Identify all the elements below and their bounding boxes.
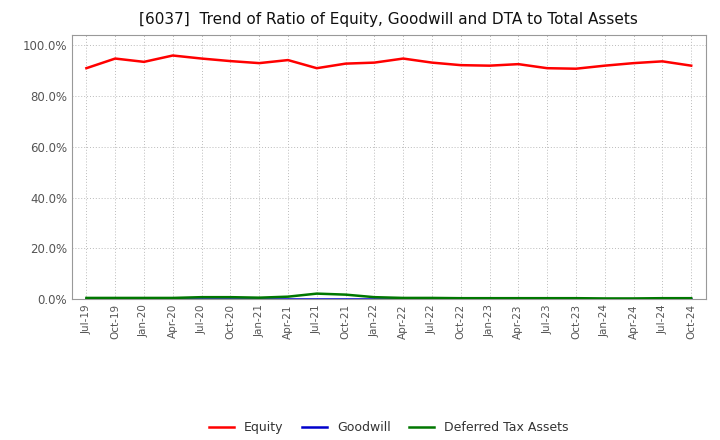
Equity bbox=[629, 60, 638, 66]
Deferred Tax Assets bbox=[687, 296, 696, 301]
Equity bbox=[226, 59, 235, 64]
Equity bbox=[658, 59, 667, 64]
Deferred Tax Assets bbox=[399, 295, 408, 301]
Equity bbox=[687, 63, 696, 68]
Equity bbox=[572, 66, 580, 71]
Equity bbox=[370, 60, 379, 65]
Title: [6037]  Trend of Ratio of Equity, Goodwill and DTA to Total Assets: [6037] Trend of Ratio of Equity, Goodwil… bbox=[140, 12, 638, 27]
Equity bbox=[140, 59, 148, 65]
Deferred Tax Assets bbox=[111, 295, 120, 301]
Equity bbox=[514, 62, 523, 67]
Goodwill bbox=[284, 297, 292, 302]
Deferred Tax Assets bbox=[600, 296, 609, 301]
Goodwill bbox=[428, 297, 436, 302]
Equity bbox=[312, 66, 321, 71]
Equity bbox=[543, 66, 552, 71]
Deferred Tax Assets bbox=[629, 296, 638, 301]
Deferred Tax Assets bbox=[197, 294, 206, 300]
Goodwill bbox=[140, 297, 148, 302]
Goodwill bbox=[168, 297, 177, 302]
Goodwill bbox=[111, 297, 120, 302]
Goodwill bbox=[341, 297, 350, 302]
Deferred Tax Assets bbox=[226, 294, 235, 300]
Legend: Equity, Goodwill, Deferred Tax Assets: Equity, Goodwill, Deferred Tax Assets bbox=[204, 416, 574, 439]
Deferred Tax Assets bbox=[312, 291, 321, 296]
Goodwill bbox=[312, 297, 321, 302]
Deferred Tax Assets bbox=[485, 296, 494, 301]
Equity bbox=[428, 60, 436, 65]
Deferred Tax Assets bbox=[255, 295, 264, 301]
Goodwill bbox=[543, 297, 552, 302]
Goodwill bbox=[399, 297, 408, 302]
Goodwill bbox=[572, 297, 580, 302]
Equity bbox=[111, 56, 120, 61]
Equity bbox=[284, 58, 292, 63]
Goodwill bbox=[370, 297, 379, 302]
Goodwill bbox=[226, 297, 235, 302]
Equity bbox=[168, 53, 177, 58]
Goodwill bbox=[197, 297, 206, 302]
Deferred Tax Assets bbox=[658, 296, 667, 301]
Deferred Tax Assets bbox=[543, 296, 552, 301]
Goodwill bbox=[629, 297, 638, 302]
Deferred Tax Assets bbox=[341, 292, 350, 297]
Line: Equity: Equity bbox=[86, 55, 691, 69]
Goodwill bbox=[658, 297, 667, 302]
Line: Deferred Tax Assets: Deferred Tax Assets bbox=[86, 293, 691, 298]
Goodwill bbox=[456, 297, 465, 302]
Deferred Tax Assets bbox=[140, 295, 148, 301]
Deferred Tax Assets bbox=[514, 296, 523, 301]
Goodwill bbox=[255, 297, 264, 302]
Deferred Tax Assets bbox=[284, 294, 292, 299]
Goodwill bbox=[687, 297, 696, 302]
Deferred Tax Assets bbox=[370, 294, 379, 300]
Equity bbox=[456, 62, 465, 68]
Goodwill bbox=[82, 297, 91, 302]
Goodwill bbox=[485, 297, 494, 302]
Goodwill bbox=[514, 297, 523, 302]
Equity bbox=[399, 56, 408, 61]
Equity bbox=[341, 61, 350, 66]
Deferred Tax Assets bbox=[428, 295, 436, 301]
Deferred Tax Assets bbox=[82, 295, 91, 301]
Deferred Tax Assets bbox=[572, 296, 580, 301]
Goodwill bbox=[600, 297, 609, 302]
Equity bbox=[255, 60, 264, 66]
Deferred Tax Assets bbox=[456, 296, 465, 301]
Deferred Tax Assets bbox=[168, 295, 177, 301]
Equity bbox=[600, 63, 609, 68]
Equity bbox=[82, 66, 91, 71]
Equity bbox=[197, 56, 206, 61]
Equity bbox=[485, 63, 494, 68]
